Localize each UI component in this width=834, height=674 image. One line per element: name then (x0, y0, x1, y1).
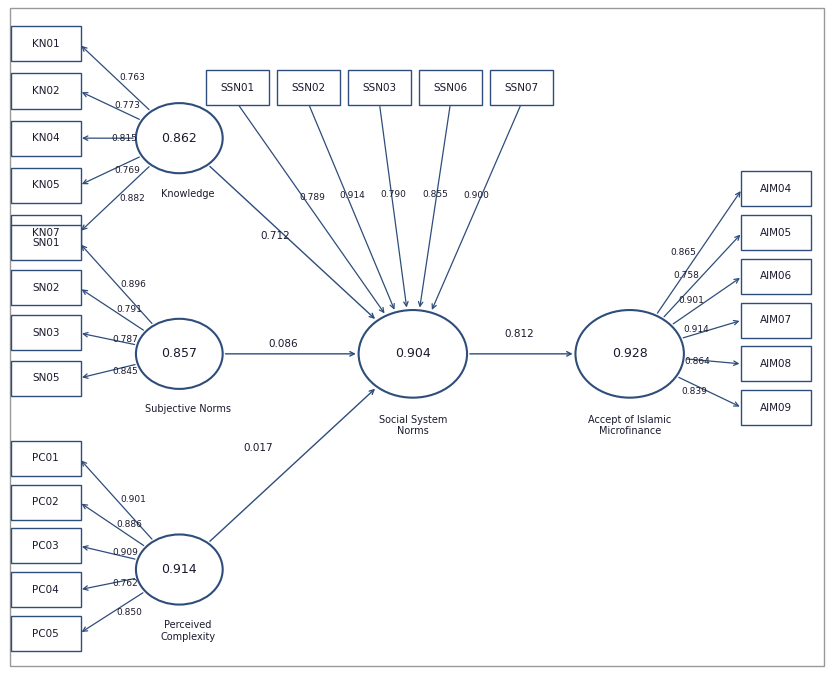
Text: 0.909: 0.909 (113, 549, 138, 557)
Text: 0.864: 0.864 (685, 357, 711, 366)
Text: 0.839: 0.839 (681, 388, 706, 396)
Text: AIM05: AIM05 (760, 228, 791, 237)
Circle shape (136, 534, 223, 605)
Text: 0.086: 0.086 (269, 339, 299, 348)
FancyBboxPatch shape (741, 346, 811, 381)
FancyBboxPatch shape (11, 485, 81, 520)
FancyBboxPatch shape (741, 390, 811, 425)
Text: AIM08: AIM08 (760, 359, 791, 369)
FancyBboxPatch shape (11, 270, 81, 305)
FancyBboxPatch shape (11, 215, 81, 250)
Circle shape (575, 310, 684, 398)
Text: SN02: SN02 (33, 283, 59, 293)
Text: SSN03: SSN03 (363, 83, 396, 92)
FancyBboxPatch shape (741, 259, 811, 294)
Text: 0.815: 0.815 (112, 133, 138, 143)
Circle shape (136, 103, 223, 173)
Text: SN05: SN05 (33, 373, 59, 383)
Text: 0.862: 0.862 (162, 131, 197, 145)
Text: 0.865: 0.865 (671, 247, 696, 257)
FancyBboxPatch shape (11, 315, 81, 350)
Text: 0.812: 0.812 (505, 329, 535, 338)
Text: SN03: SN03 (33, 328, 59, 338)
FancyBboxPatch shape (277, 70, 340, 105)
FancyBboxPatch shape (741, 303, 811, 338)
FancyBboxPatch shape (11, 441, 81, 476)
FancyBboxPatch shape (11, 168, 81, 203)
Text: 0.901: 0.901 (678, 297, 704, 305)
Text: AIM09: AIM09 (760, 403, 791, 412)
Text: Accept of Islamic
Microfinance: Accept of Islamic Microfinance (588, 415, 671, 436)
Text: PC03: PC03 (33, 541, 59, 551)
FancyBboxPatch shape (11, 26, 81, 61)
Text: Knowledge: Knowledge (161, 189, 214, 199)
Text: SSN02: SSN02 (292, 83, 325, 92)
FancyBboxPatch shape (419, 70, 482, 105)
FancyBboxPatch shape (11, 528, 81, 563)
Text: 0.914: 0.914 (339, 191, 365, 200)
Text: KN02: KN02 (32, 86, 60, 96)
Text: SSN06: SSN06 (434, 83, 467, 92)
Text: 0.928: 0.928 (612, 347, 647, 361)
FancyBboxPatch shape (11, 121, 81, 156)
Text: Perceived
Complexity: Perceived Complexity (160, 620, 215, 642)
Text: Social System
Norms: Social System Norms (379, 415, 447, 436)
Text: AIM06: AIM06 (760, 272, 791, 281)
FancyBboxPatch shape (490, 70, 553, 105)
FancyBboxPatch shape (11, 361, 81, 396)
Text: 0.850: 0.850 (117, 608, 143, 617)
Circle shape (136, 319, 223, 389)
Text: 0.762: 0.762 (113, 580, 138, 588)
Text: SSN01: SSN01 (221, 83, 254, 92)
Text: 0.845: 0.845 (113, 367, 138, 375)
Text: 0.790: 0.790 (380, 190, 406, 199)
Text: KN04: KN04 (32, 133, 60, 143)
Text: KN05: KN05 (32, 181, 60, 190)
FancyBboxPatch shape (11, 616, 81, 651)
Text: PC04: PC04 (33, 585, 59, 594)
Text: 0.857: 0.857 (161, 347, 198, 361)
Text: 0.896: 0.896 (121, 280, 147, 288)
Text: Subjective Norms: Subjective Norms (144, 404, 231, 415)
Text: 0.017: 0.017 (244, 443, 274, 453)
Text: 0.904: 0.904 (395, 347, 430, 361)
Text: 0.712: 0.712 (260, 231, 290, 241)
Circle shape (359, 310, 467, 398)
Text: PC01: PC01 (33, 454, 59, 463)
Text: 0.787: 0.787 (113, 334, 138, 344)
Text: AIM04: AIM04 (760, 184, 791, 193)
Text: 0.855: 0.855 (422, 190, 448, 199)
Text: PC05: PC05 (33, 629, 59, 638)
FancyBboxPatch shape (741, 215, 811, 250)
FancyBboxPatch shape (348, 70, 411, 105)
Text: 0.914: 0.914 (683, 325, 709, 334)
Text: 0.900: 0.900 (463, 191, 489, 200)
Text: 0.789: 0.789 (299, 193, 325, 202)
Text: 0.763: 0.763 (119, 73, 145, 82)
Text: 0.773: 0.773 (115, 101, 141, 111)
Text: 0.886: 0.886 (117, 520, 143, 529)
FancyBboxPatch shape (741, 171, 811, 206)
FancyBboxPatch shape (11, 73, 81, 109)
Text: 0.882: 0.882 (119, 194, 145, 203)
FancyBboxPatch shape (11, 225, 81, 260)
FancyBboxPatch shape (11, 572, 81, 607)
Text: 0.791: 0.791 (117, 305, 143, 314)
FancyBboxPatch shape (206, 70, 269, 105)
Text: SSN07: SSN07 (505, 83, 538, 92)
Text: KN07: KN07 (32, 228, 60, 237)
Text: 0.769: 0.769 (115, 166, 141, 175)
Text: 0.914: 0.914 (162, 563, 197, 576)
Text: KN01: KN01 (32, 39, 60, 49)
Text: AIM07: AIM07 (760, 315, 791, 325)
Text: SN01: SN01 (33, 238, 59, 247)
Text: 0.901: 0.901 (121, 495, 147, 504)
Text: 0.758: 0.758 (674, 271, 700, 280)
Text: PC02: PC02 (33, 497, 59, 507)
